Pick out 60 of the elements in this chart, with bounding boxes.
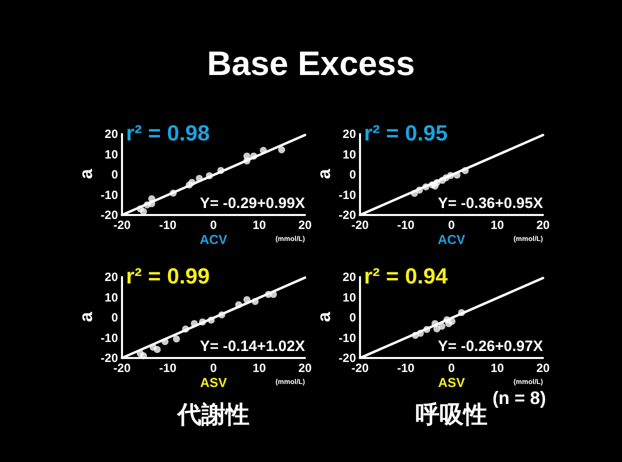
annotation: Y= -0.14+1.02X <box>200 338 305 355</box>
text: 呼吸性 <box>416 402 488 428</box>
annotation: Y= -0.29+0.99X <box>200 195 305 212</box>
x-tick-label: 20 <box>298 218 312 232</box>
x-axis-title: ASV <box>200 375 228 390</box>
y-tick-label: -10 <box>100 330 118 345</box>
x-tick-label: 10 <box>252 218 266 232</box>
annotation: Y= -0.36+0.95X <box>438 195 543 212</box>
x-tick-label: 10 <box>490 218 504 232</box>
x-tick-label: 0 <box>448 218 456 232</box>
y-tick-label: 20 <box>104 127 118 141</box>
y-tick-label: 0 <box>111 168 118 182</box>
x-axis-title: ACV <box>438 232 466 247</box>
y-axis-title: a <box>76 311 96 322</box>
point <box>278 146 286 154</box>
x-tick-label: 10 <box>490 361 504 375</box>
y-tick-label: 0 <box>349 168 356 182</box>
y-tick-label: -20 <box>100 208 118 222</box>
annotation: Y= -0.26+0.97X <box>438 338 543 355</box>
x-tick-label: 0 <box>210 361 218 375</box>
x-tick-label: -10 <box>397 218 415 232</box>
x-tick-label: -10 <box>159 361 177 375</box>
y-axis-title: a <box>76 168 96 180</box>
text: (n = 8) <box>492 388 546 408</box>
y-tick-label: 10 <box>342 147 356 162</box>
point <box>154 346 161 353</box>
y-axis-title: a <box>314 311 334 322</box>
annotation: r² = 0.95 <box>364 120 448 146</box>
y-tick-label: 0 <box>349 310 356 324</box>
annotation: r² = 0.98 <box>126 120 210 146</box>
y-tick-label: 10 <box>104 290 118 304</box>
annotation: r² = 0.99 <box>126 264 210 288</box>
x-tick-label: 0 <box>448 361 456 375</box>
point <box>172 335 180 342</box>
annotation: r² = 0.94 <box>364 264 449 288</box>
x-tick-label: -10 <box>397 361 415 375</box>
x-tick-label: 10 <box>252 361 266 375</box>
y-axis-title: a <box>314 168 334 180</box>
y-tick-label: -20 <box>338 351 356 365</box>
x-tick-label: 20 <box>536 361 550 375</box>
x-axis-title: ASV <box>438 375 466 390</box>
x-tick-label: 20 <box>536 218 550 232</box>
x-axis-title: ACV <box>200 232 228 247</box>
y-tick-label: 10 <box>104 147 118 162</box>
x-tick-label: 20 <box>298 361 312 375</box>
y-tick-label: 0 <box>111 310 118 324</box>
y-tick-label: 20 <box>104 270 118 284</box>
y-tick-label: -10 <box>338 330 356 345</box>
point <box>140 352 147 360</box>
y-tick-label: 10 <box>342 290 356 304</box>
text: 代謝性 <box>176 402 250 428</box>
x-tick-label: -10 <box>159 218 177 232</box>
chart-title: Base Excess <box>206 45 416 84</box>
y-tick-label: -20 <box>100 351 118 365</box>
y-tick-label: 20 <box>342 127 356 141</box>
y-tick-label: -10 <box>100 188 118 202</box>
x-tick-label: 0 <box>210 218 218 232</box>
y-tick-label: 20 <box>342 270 356 284</box>
y-tick-label: -10 <box>338 188 356 202</box>
y-tick-label: -20 <box>338 208 356 222</box>
